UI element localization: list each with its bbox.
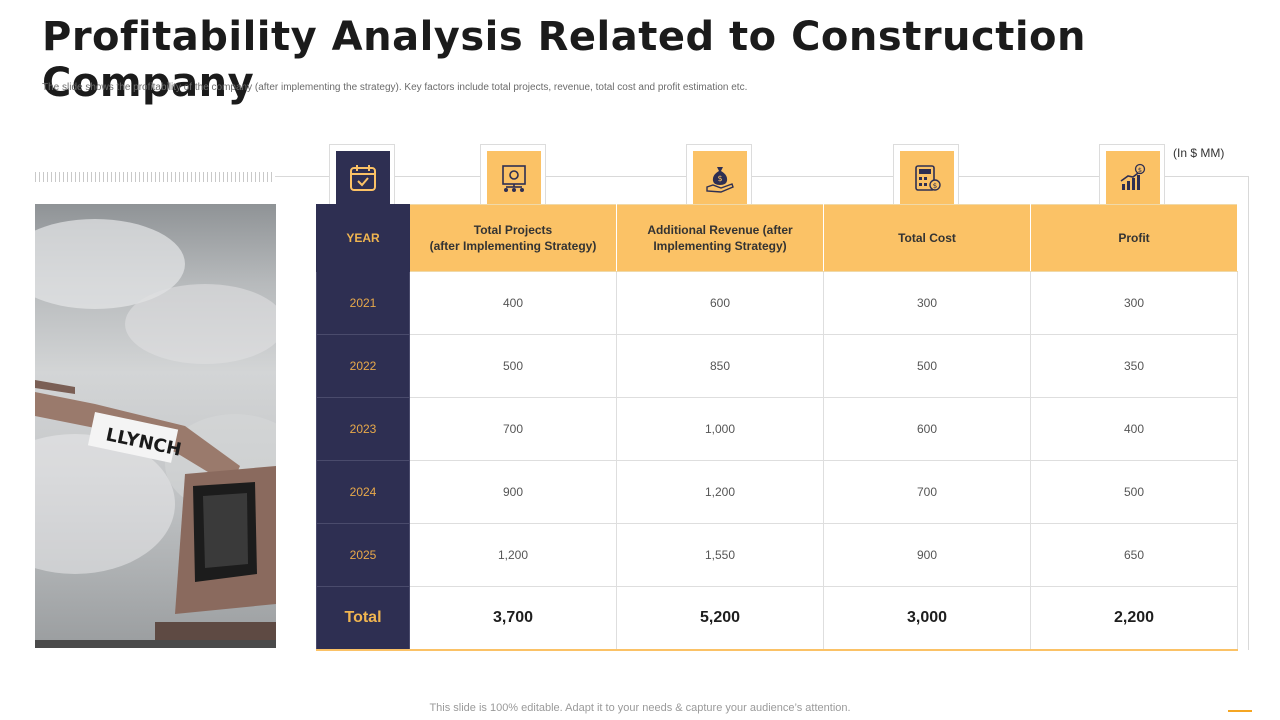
year-cell: 2023 xyxy=(316,397,410,461)
page-subtitle: The slide shows the profitability of the… xyxy=(42,82,748,93)
table-row: 2022 500 850 500 350 xyxy=(316,334,1238,398)
page-title: Profitability Analysis Related to Constr… xyxy=(42,14,1087,106)
growth-chart-dollar-icon: $ xyxy=(1120,163,1146,190)
footer-accent-line xyxy=(1228,710,1252,712)
cost-cell: 700 xyxy=(823,460,1031,524)
svg-text:$: $ xyxy=(933,182,937,190)
frame-border xyxy=(1248,176,1249,650)
svg-text:$: $ xyxy=(1138,166,1142,174)
table-row: 2021 400 600 300 300 xyxy=(316,271,1238,335)
cost-icon-box: $ xyxy=(893,144,959,205)
header-additional-revenue-line2: Implementing Strategy) xyxy=(653,239,787,253)
revenue-cell: 1,550 xyxy=(616,523,824,587)
year-cell: 2022 xyxy=(316,334,410,398)
projects-cell: 1,200 xyxy=(409,523,617,587)
calculator-dollar-icon: $ xyxy=(915,165,941,191)
divider-line xyxy=(275,176,1248,177)
cost-cell: 900 xyxy=(823,523,1031,587)
revenue-icon-box: $ xyxy=(686,144,752,205)
decorative-ruler xyxy=(35,172,275,182)
table-row: 2023 700 1,000 600 400 xyxy=(316,397,1238,461)
table-row: 2024 900 1,200 700 500 xyxy=(316,460,1238,524)
header-total-projects-line2: (after Implementing Strategy) xyxy=(429,239,597,253)
svg-text:$: $ xyxy=(717,174,722,183)
profit-icon-box: $ xyxy=(1099,144,1165,205)
header-additional-revenue-line1: Additional Revenue (after xyxy=(647,223,793,237)
header-year: YEAR xyxy=(316,204,410,272)
unit-note: (In $ MM) xyxy=(1173,146,1225,160)
year-cell: 2024 xyxy=(316,460,410,524)
calendar-check-icon xyxy=(350,165,376,191)
total-profit: 2,200 xyxy=(1030,586,1238,651)
projects-cell: 500 xyxy=(409,334,617,398)
profit-cell: 500 xyxy=(1030,460,1238,524)
org-chart-icon xyxy=(502,165,526,192)
year-cell: 2021 xyxy=(316,271,410,335)
cost-cell: 500 xyxy=(823,334,1031,398)
profit-cell: 350 xyxy=(1030,334,1238,398)
footer-note: This slide is 100% editable. Adapt it to… xyxy=(429,702,851,714)
profit-cell: 300 xyxy=(1030,271,1238,335)
table-row: 2025 1,200 1,550 900 650 xyxy=(316,523,1238,587)
revenue-cell: 600 xyxy=(616,271,824,335)
projects-cell: 400 xyxy=(409,271,617,335)
header-additional-revenue: Additional Revenue (after Implementing S… xyxy=(616,204,824,272)
header-profit: Profit xyxy=(1030,204,1238,272)
cost-cell: 300 xyxy=(823,271,1031,335)
calendar-icon-box xyxy=(329,144,395,205)
projects-icon-box xyxy=(480,144,546,205)
revenue-cell: 1,000 xyxy=(616,397,824,461)
total-label: Total xyxy=(316,586,410,651)
year-cell: 2025 xyxy=(316,523,410,587)
header-total-cost: Total Cost xyxy=(823,204,1031,272)
revenue-cell: 850 xyxy=(616,334,824,398)
profit-cell: 650 xyxy=(1030,523,1238,587)
total-cost: 3,000 xyxy=(823,586,1031,651)
total-projects: 3,700 xyxy=(409,586,617,651)
projects-cell: 900 xyxy=(409,460,617,524)
total-revenue: 5,200 xyxy=(616,586,824,651)
profit-cell: 400 xyxy=(1030,397,1238,461)
projects-cell: 700 xyxy=(409,397,617,461)
profitability-table: YEAR Total Projects (after Implementing … xyxy=(316,204,1238,651)
revenue-cell: 1,200 xyxy=(616,460,824,524)
total-row: Total 3,700 5,200 3,000 2,200 xyxy=(316,586,1238,651)
cost-cell: 600 xyxy=(823,397,1031,461)
table-header-row: YEAR Total Projects (after Implementing … xyxy=(316,204,1238,272)
header-total-projects-line1: Total Projects xyxy=(473,223,553,237)
header-total-projects: Total Projects (after Implementing Strat… xyxy=(409,204,617,272)
excavator-photo: LLYNCH xyxy=(35,204,276,648)
money-bag-hand-icon: $ xyxy=(706,167,734,193)
